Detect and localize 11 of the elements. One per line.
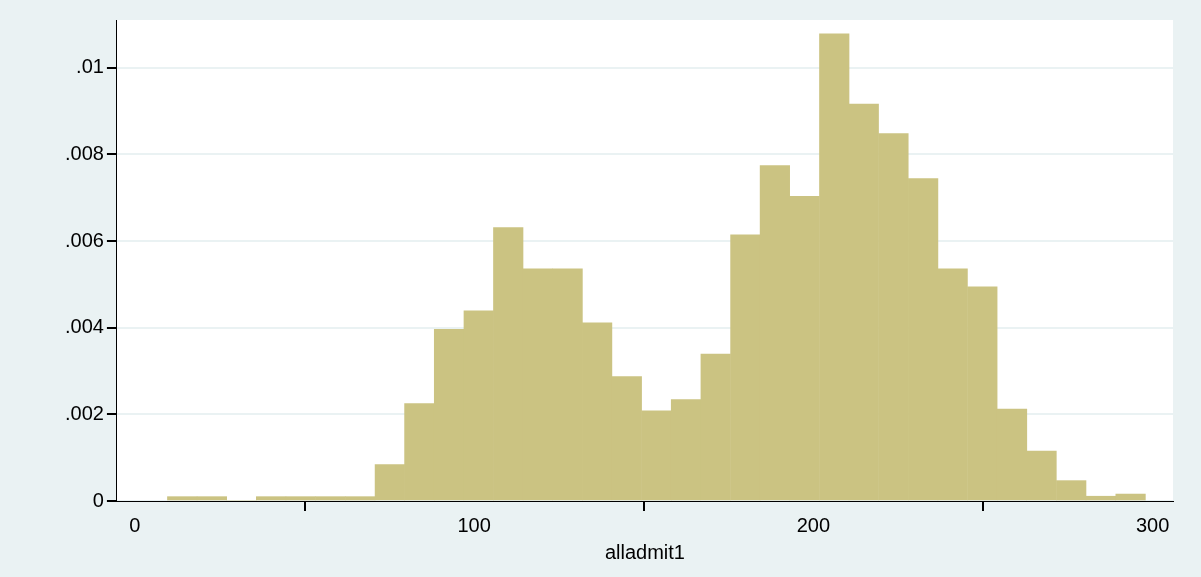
x-tick-label: 100: [457, 513, 491, 536]
y-tick-label: .006: [64, 228, 104, 251]
y-tick-label: .01: [76, 55, 104, 78]
y-tick-label: .004: [64, 315, 104, 338]
x-tick-label: 200: [796, 513, 831, 536]
x-tick-label: 300: [1135, 513, 1170, 536]
y-tick-label: .008: [64, 141, 104, 164]
y-tick-label: .002: [64, 401, 104, 424]
y-tick-label: 0: [92, 488, 104, 511]
x-tick-label: 0: [129, 513, 141, 536]
x-axis-title: alladmit1: [604, 540, 685, 563]
